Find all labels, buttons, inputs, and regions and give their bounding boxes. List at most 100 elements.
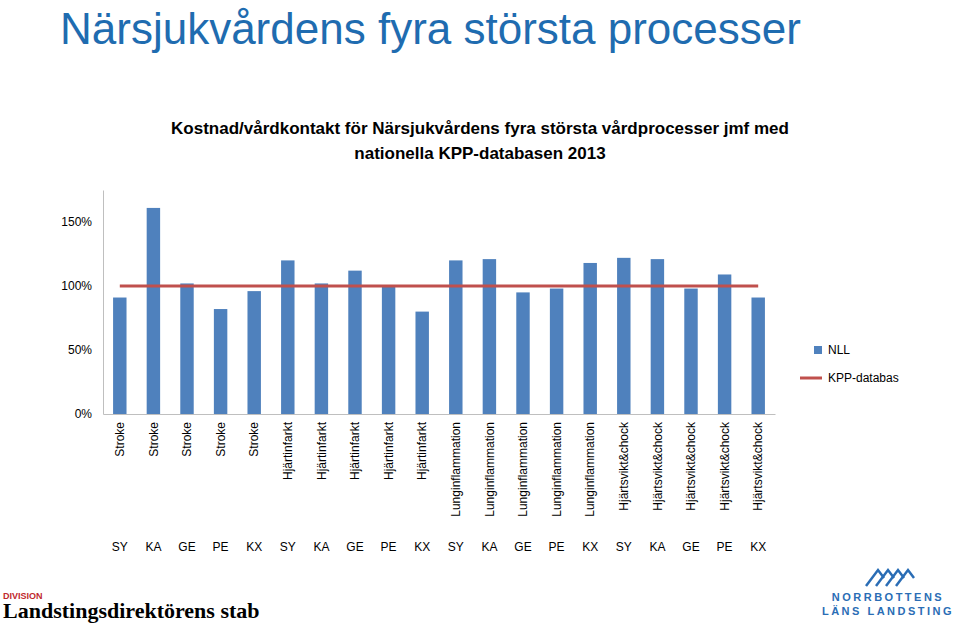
x-group-label: Hjärtinfarkt: [348, 421, 362, 480]
x-tick: KX: [246, 540, 262, 554]
bar: [684, 289, 697, 414]
x-tick: GE: [514, 540, 531, 554]
bar: [214, 309, 227, 414]
bar: [315, 283, 328, 414]
x-group-tick: Lunginflammation: [449, 422, 463, 517]
legend: NLLKPP-databas: [800, 343, 899, 385]
bar: [147, 208, 160, 414]
x-tick-label: KA: [649, 540, 665, 554]
y-tick: 150%: [61, 215, 103, 229]
y-tick-label: 0%: [75, 407, 93, 421]
x-axis: SYKAGEPEKXSYKAGEPEKXSYKAGEPEKXSYKAGEPEKX: [104, 415, 776, 554]
x-group-tick: Hjärtinfarkt: [348, 421, 362, 480]
x-tick: SY: [448, 540, 464, 554]
x-tick-label: GE: [514, 540, 531, 554]
line: [120, 285, 758, 288]
bar: [751, 298, 764, 414]
x-tick: KA: [481, 540, 497, 554]
x-tick: KX: [750, 540, 766, 554]
y-tick-label: 100%: [61, 279, 92, 293]
legend-swatch: [800, 377, 822, 380]
x-group-tick: Stroke: [147, 422, 161, 457]
x-tick-label: SY: [616, 540, 632, 554]
x-tick: PE: [549, 540, 565, 554]
chart-root: Närsjukvårdens fyra största processerKos…: [0, 0, 960, 624]
x-group-label: Lunginflammation: [516, 422, 530, 517]
x-group-tick: Stroke: [113, 422, 127, 457]
x-group-label: Stroke: [247, 422, 261, 457]
x-group-label: Hjärtinfarkt: [382, 421, 396, 480]
x-group-label: Hjärtsvikt&chock: [684, 421, 698, 511]
y-tick-label: 50%: [68, 343, 92, 357]
bar: [617, 258, 630, 414]
x-tick: KA: [649, 540, 665, 554]
x-tick-label: PE: [549, 540, 565, 554]
x-tick-label: GE: [346, 540, 363, 554]
legend-swatch: [814, 346, 822, 354]
x-group-tick: Stroke: [180, 422, 194, 457]
plot-area: [113, 208, 765, 414]
x-group-tick: Hjärtinfarkt: [315, 421, 329, 480]
chart-title-line: Kostnad/vårdkontakt för Närsjukvårdens f…: [171, 119, 789, 138]
x-group-tick: Hjärtsvikt&chock: [617, 421, 631, 511]
x-tick-label: SY: [280, 540, 296, 554]
bar: [281, 260, 294, 414]
x-group-tick: Hjärtinfarkt: [415, 421, 429, 480]
x-group-label: Stroke: [180, 422, 194, 457]
x-group-tick: Lunginflammation: [583, 422, 597, 517]
bar: [651, 259, 664, 414]
x-group-tick: Lunginflammation: [516, 422, 530, 517]
bar: [180, 283, 193, 414]
x-tick-label: KX: [750, 540, 766, 554]
x-group-label: Lunginflammation: [583, 422, 597, 517]
y-tick: 0%: [75, 407, 103, 421]
x-group-label: Hjärtsvikt&chock: [651, 421, 665, 511]
x-tick-label: KX: [582, 540, 598, 554]
logo-stroke: [896, 570, 914, 586]
x-group-label: Lunginflammation: [449, 422, 463, 517]
x-group-tick: Stroke: [247, 422, 261, 457]
bar: [247, 291, 260, 414]
y-tick-label: 150%: [61, 215, 92, 229]
x-tick-label: KA: [145, 540, 161, 554]
x-group-label: Stroke: [214, 422, 228, 457]
x-group-label: Stroke: [147, 422, 161, 457]
chart-title-line: nationella KPP-databasen 2013: [354, 144, 605, 163]
bar: [113, 298, 126, 414]
x-group-tick: Stroke: [214, 422, 228, 457]
x-tick-label: SY: [448, 540, 464, 554]
x-tick: KA: [313, 540, 329, 554]
x-tick-label: PE: [213, 540, 229, 554]
x-group-tick: Hjärtsvikt&chock: [684, 421, 698, 511]
bar: [718, 274, 731, 414]
x-group-label: Stroke: [113, 422, 127, 457]
x-group-label: Hjärtsvikt&chock: [617, 421, 631, 511]
y-axis-line: [103, 191, 104, 415]
x-tick-label: SY: [112, 540, 128, 554]
x-tick: GE: [178, 540, 195, 554]
x-group-tick: Hjärtinfarkt: [281, 421, 295, 480]
x-group-label: Hjärtinfarkt: [281, 421, 295, 480]
x-tick-label: PE: [717, 540, 733, 554]
legend-label: KPP-databas: [828, 371, 899, 385]
x-group-tick: Lunginflammation: [483, 422, 497, 517]
x-group-label: Hjärtinfarkt: [415, 421, 429, 480]
x-tick-label: KX: [414, 540, 430, 554]
logo-text: NORRBOTTENS: [832, 591, 944, 603]
logo: NORRBOTTENSLÄNS LANDSTING: [822, 570, 954, 617]
x-tick-label: KA: [481, 540, 497, 554]
legend-item: KPP-databas: [800, 371, 899, 385]
logo-mark: [866, 570, 914, 586]
x-group-tick: Hjärtsvikt&chock: [651, 421, 665, 511]
bar: [449, 260, 462, 414]
x-group-label: Hjärtsvikt&chock: [751, 421, 765, 511]
x-tick-label: KA: [313, 540, 329, 554]
y-tick: 50%: [68, 343, 103, 357]
x-axis-line: [104, 414, 776, 415]
bar: [348, 271, 361, 414]
bar: [483, 259, 496, 414]
x-group-axis: Stroke Stroke Stroke Stroke Stroke Hjärtinfar…: [113, 421, 765, 517]
bar: [516, 292, 529, 414]
x-tick: KX: [414, 540, 430, 554]
x-group-tick: Hjärtinfarkt: [382, 421, 396, 480]
